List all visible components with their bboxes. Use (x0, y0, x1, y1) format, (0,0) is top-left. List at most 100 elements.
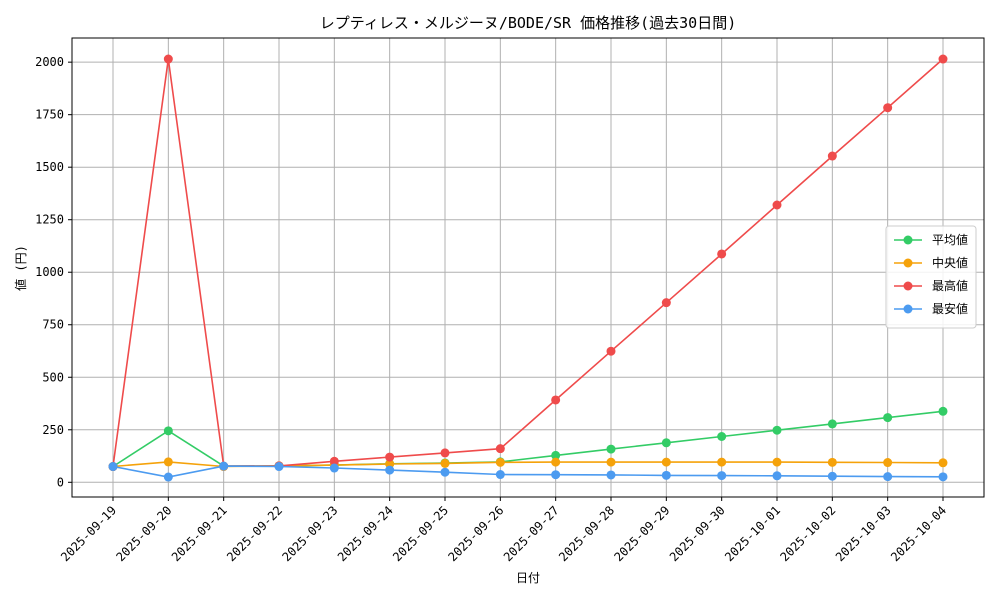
series-lines (108, 54, 948, 482)
data-point (661, 457, 671, 467)
y-tick-label: 500 (42, 370, 64, 384)
x-tick-label: 2025-09-19 (58, 503, 119, 564)
x-tick-label: 2025-10-02 (777, 503, 838, 564)
data-point (883, 472, 893, 482)
x-axis-label: 日付 (516, 571, 540, 585)
data-point (661, 470, 671, 480)
series-line (112, 410, 944, 468)
plot-area-frame (71, 37, 985, 498)
data-point (163, 426, 173, 436)
x-tick-label: 2025-10-01 (722, 503, 783, 564)
x-tick-label: 2025-09-20 (113, 503, 174, 564)
data-point (772, 471, 782, 481)
data-point (551, 450, 561, 460)
data-point (772, 425, 782, 435)
data-point (883, 413, 893, 423)
data-point (606, 444, 616, 454)
data-point (163, 457, 173, 467)
series-line (112, 58, 944, 467)
legend-marker (903, 304, 913, 314)
y-tick-label: 1750 (35, 108, 64, 122)
data-point (329, 463, 339, 473)
legend-marker (903, 281, 913, 291)
data-point (108, 462, 118, 472)
series-1 (108, 457, 948, 472)
data-point (495, 470, 505, 480)
x-tick-label: 2025-09-23 (279, 503, 340, 564)
x-tick-label: 2025-09-21 (169, 503, 230, 564)
data-point (385, 465, 395, 475)
series-line (112, 465, 944, 478)
x-tick-label: 2025-09-28 (556, 503, 617, 564)
data-point (606, 457, 616, 467)
legend-label: 平均値 (932, 232, 968, 247)
series-3 (108, 461, 948, 482)
data-point (385, 452, 395, 462)
data-point (938, 458, 948, 468)
y-axis-ticks: 0 250 500 750 1000 1250 1500 1750 2000 (35, 55, 72, 489)
data-point (163, 54, 173, 64)
data-point (661, 298, 671, 308)
legend-item: 平均値 (894, 232, 968, 247)
legend-marker (903, 235, 913, 245)
x-tick-label: 2025-10-03 (833, 503, 894, 564)
legend-item: 最高値 (894, 278, 968, 293)
y-tick-label: 2000 (35, 55, 64, 69)
data-point (772, 200, 782, 210)
y-tick-label: 1250 (35, 213, 64, 227)
data-point (551, 470, 561, 480)
y-tick-label: 250 (42, 423, 64, 437)
chart-title: レプティレス・メルジーヌ/BODE/SR 価格推移(過去30日間) (320, 14, 737, 32)
x-tick-label: 2025-09-29 (611, 503, 672, 564)
data-point (827, 471, 837, 481)
y-tick-label: 750 (42, 318, 64, 332)
x-tick-label: 2025-09-30 (667, 503, 728, 564)
data-point (717, 249, 727, 259)
data-point (661, 438, 671, 448)
data-point (938, 472, 948, 482)
data-point (717, 471, 727, 481)
y-tick-label: 1000 (35, 265, 64, 279)
x-axis-ticks: 2025-09-192025-09-202025-09-212025-09-22… (58, 497, 949, 564)
x-tick-label: 2025-09-27 (501, 503, 562, 564)
legend-label: 中央値 (932, 255, 968, 270)
y-axis-label: 値 (円) (13, 245, 28, 291)
data-point (495, 444, 505, 454)
data-point (606, 346, 616, 356)
legend-label: 最高値 (932, 278, 968, 293)
data-point (938, 54, 948, 64)
data-point (440, 467, 450, 477)
data-point (495, 457, 505, 467)
data-point (827, 419, 837, 429)
data-point (827, 151, 837, 161)
data-point (883, 458, 893, 468)
legend-marker (903, 258, 913, 268)
data-point (440, 458, 450, 468)
data-point (883, 103, 893, 113)
data-point (606, 470, 616, 480)
data-point (717, 457, 727, 467)
x-tick-label: 2025-09-26 (445, 503, 506, 564)
data-point (938, 406, 948, 416)
y-tick-label: 0 (57, 475, 64, 489)
x-tick-label: 2025-09-22 (224, 503, 285, 564)
data-point (219, 461, 229, 471)
data-point (551, 395, 561, 405)
y-tick-label: 1500 (35, 160, 64, 174)
x-tick-label: 2025-09-24 (335, 503, 396, 564)
data-point (274, 462, 284, 472)
series-2 (108, 54, 948, 472)
x-tick-label: 2025-09-25 (390, 503, 451, 564)
data-point (329, 456, 339, 466)
data-point (551, 457, 561, 467)
legend-item: 中央値 (894, 255, 968, 270)
data-point (827, 457, 837, 467)
legend-box (885, 225, 977, 329)
legend-item: 最安値 (894, 301, 968, 316)
data-point (163, 472, 173, 482)
x-tick-label: 2025-10-04 (888, 503, 949, 564)
data-point (772, 457, 782, 467)
grid-lines (72, 38, 984, 497)
